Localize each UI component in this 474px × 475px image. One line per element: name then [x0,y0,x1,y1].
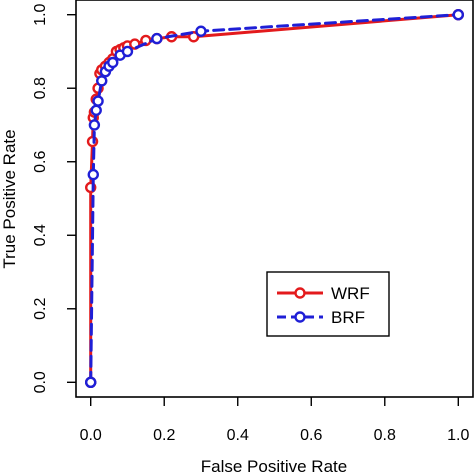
series-layer [85,9,464,388]
series-brf-point [195,25,207,37]
y-tick-label: 0.6 [32,151,49,173]
legend-brf-label: BRF [331,308,365,327]
y-axis: 0.0 0.2 0.4 0.6 0.8 1.0 [32,3,76,393]
y-tick-label: 0.0 [32,371,49,393]
series-brf-point [92,95,104,107]
series-wrf-point [187,31,200,43]
series-brf-point [107,56,119,69]
legend-wrf-marker [294,287,306,299]
series-brf-point [121,45,134,58]
series-brf-point [452,9,464,21]
series-brf-point [96,75,108,87]
y-tick-label: 0.8 [32,77,49,99]
series-brf-point [85,376,97,388]
series-brf-point [87,168,99,181]
legend: WRF BRF [266,271,390,337]
x-tick-label: 0.4 [227,427,249,444]
x-axis-label: False Positive Rate [201,457,347,475]
series-brf-point [151,32,163,45]
legend-wrf-label: WRF [331,284,370,303]
y-tick-label: 1.0 [32,3,49,25]
plot-frame [75,0,474,398]
legend-brf-marker [294,311,306,323]
x-tick-label: 1.0 [447,427,469,444]
legend-box [266,271,390,337]
series-brf-point [90,104,102,116]
x-tick-label: 0.0 [80,427,102,444]
y-tick-label: 0.2 [32,298,49,320]
x-tick-label: 0.8 [374,427,396,444]
series-brf [85,9,464,388]
x-tick-label: 0.6 [300,427,322,444]
x-axis: 0.0 0.2 0.4 0.6 0.8 1.0 [80,397,470,444]
x-tick-label: 0.2 [153,427,175,444]
y-tick-label: 0.4 [32,224,49,246]
series-brf-point [88,119,101,131]
y-axis-label: True Positive Rate [0,129,19,268]
